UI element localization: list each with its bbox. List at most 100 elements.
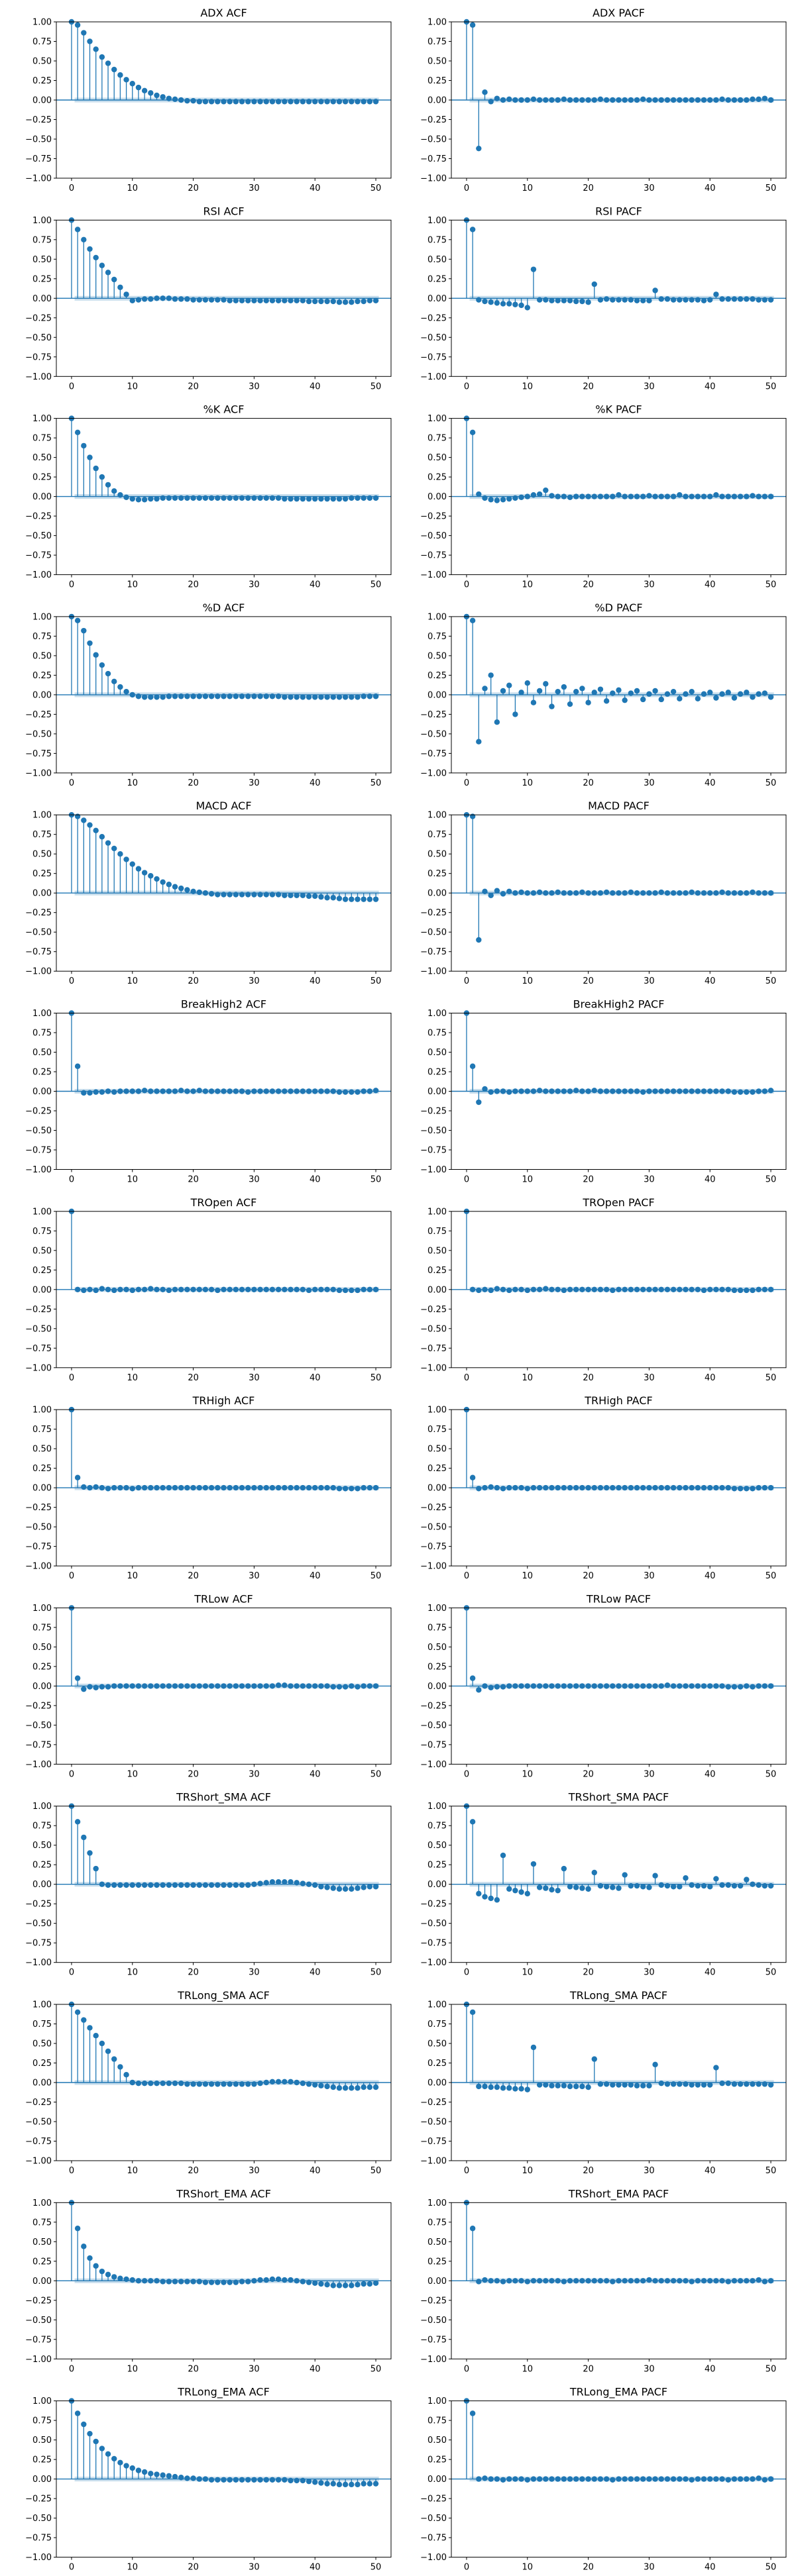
marker-lag-23: [603, 97, 610, 103]
marker-lag-7: [506, 1287, 512, 1294]
marker-lag-10: [524, 680, 530, 686]
marker-lag-30: [646, 1286, 652, 1293]
marker-lag-29: [640, 1683, 646, 1689]
y-tick-label: −1.00: [25, 2355, 52, 2365]
y-tick-label: 0.75: [32, 632, 52, 642]
marker-lag-48: [361, 2481, 367, 2487]
marker-lag-13: [148, 1683, 154, 1689]
x-tick-label: 20: [583, 976, 594, 986]
marker-lag-8: [512, 2086, 518, 2092]
marker-lag-17: [172, 2080, 178, 2087]
y-tick-label: −0.25: [25, 710, 52, 720]
marker-lag-25: [616, 2082, 622, 2088]
marker-lag-27: [233, 1286, 239, 1293]
x-tick-label: 10: [522, 183, 533, 193]
marker-lag-23: [208, 495, 215, 501]
marker-lag-50: [767, 2476, 774, 2482]
marker-lag-28: [634, 2476, 640, 2482]
y-tick-label: 0.50: [427, 255, 447, 265]
marker-lag-22: [202, 2476, 209, 2482]
marker-lag-30: [646, 1884, 652, 1890]
marker-lag-5: [99, 2446, 105, 2451]
marker-lag-10: [524, 2087, 530, 2092]
marker-lag-38: [300, 1484, 306, 1491]
marker-lag-42: [324, 2083, 330, 2090]
marker-lag-32: [658, 1683, 664, 1689]
marker-lag-9: [123, 2276, 129, 2283]
marker-lag-1: [469, 227, 476, 232]
marker-lag-27: [233, 99, 239, 105]
y-tick-label: −0.75: [25, 551, 52, 561]
y-tick-label: 0.75: [32, 235, 52, 245]
marker-lag-1: [74, 617, 81, 623]
marker-lag-36: [683, 890, 689, 896]
marker-lag-26: [622, 2278, 628, 2284]
marker-lag-15: [160, 495, 166, 501]
marker-lag-4: [488, 672, 494, 678]
marker-lag-43: [725, 2477, 731, 2483]
marker-lag-6: [105, 1486, 111, 1492]
marker-lag-50: [767, 1484, 774, 1491]
x-tick-label: 0: [69, 2563, 74, 2573]
marker-lag-11: [530, 1861, 537, 1867]
marker-lag-7: [111, 66, 117, 73]
marker-lag-3: [482, 495, 488, 501]
x-tick-label: 30: [644, 382, 655, 391]
marker-lag-29: [245, 2279, 251, 2285]
marker-lag-9: [123, 856, 129, 862]
marker-lag-34: [670, 1683, 677, 1689]
y-tick-label: −1.00: [420, 768, 447, 778]
marker-lag-22: [202, 2279, 209, 2285]
marker-lag-23: [603, 493, 610, 499]
marker-lag-25: [221, 495, 227, 501]
marker-lag-31: [257, 297, 263, 304]
marker-lag-41: [713, 2065, 719, 2071]
marker-lag-20: [190, 297, 196, 303]
y-tick-label: −0.50: [25, 2118, 52, 2128]
y-tick-label: 0.50: [32, 255, 52, 265]
marker-lag-23: [208, 1484, 215, 1491]
marker-lag-42: [324, 2481, 330, 2487]
marker-lag-28: [239, 99, 245, 105]
marker-lag-2: [81, 30, 87, 36]
marker-lag-15: [160, 2279, 166, 2285]
marker-lag-9: [518, 1484, 524, 1491]
panel-17: −1.00−0.75−0.50−0.250.000.250.500.751.00…: [420, 1592, 787, 1779]
marker-lag-47: [750, 1881, 756, 1887]
marker-lag-37: [294, 99, 300, 105]
marker-lag-7: [506, 2476, 512, 2482]
marker-lag-41: [318, 2480, 324, 2486]
marker-lag-30: [251, 99, 257, 105]
x-tick-label: 20: [188, 1175, 199, 1185]
marker-lag-5: [494, 497, 500, 503]
y-tick-label: 0.75: [32, 1822, 52, 1831]
x-tick-label: 10: [127, 778, 138, 788]
marker-lag-14: [154, 92, 160, 99]
marker-lag-28: [634, 493, 640, 499]
x-tick-label: 50: [370, 1968, 382, 1978]
marker-lag-21: [591, 890, 597, 896]
y-tick-label: 0.00: [427, 2079, 447, 2088]
marker-lag-21: [196, 1683, 202, 1689]
marker-lag-48: [361, 2084, 367, 2090]
marker-lag-3: [87, 2430, 93, 2437]
marker-lag-39: [306, 1287, 312, 1294]
panel-9: −1.00−0.75−0.50−0.250.000.250.500.751.00…: [420, 799, 787, 986]
marker-lag-5: [494, 300, 500, 306]
marker-lag-22: [597, 297, 604, 303]
marker-lag-35: [282, 892, 288, 898]
marker-lag-14: [154, 1882, 160, 1888]
marker-lag-23: [603, 296, 610, 302]
x-tick-label: 10: [127, 1571, 138, 1581]
marker-lag-38: [695, 2476, 701, 2482]
marker-lag-22: [202, 1088, 209, 1094]
marker-lag-10: [524, 1683, 530, 1689]
marker-lag-18: [573, 298, 579, 305]
marker-lag-20: [585, 1286, 591, 1293]
marker-lag-46: [349, 1287, 355, 1294]
marker-lag-34: [275, 99, 282, 105]
marker-lag-8: [512, 2278, 518, 2284]
marker-lag-5: [494, 95, 500, 101]
marker-lag-50: [767, 1286, 774, 1293]
marker-lag-21: [196, 297, 202, 303]
